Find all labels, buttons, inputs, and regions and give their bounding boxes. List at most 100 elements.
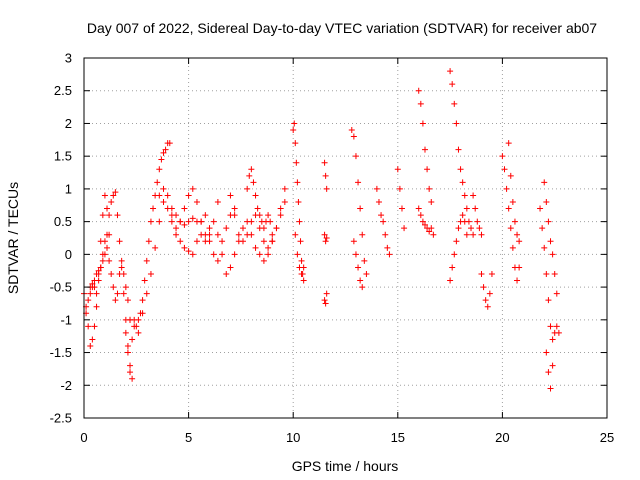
data-point <box>252 244 259 251</box>
data-point <box>537 205 544 212</box>
data-point <box>265 251 272 258</box>
data-point <box>254 205 261 212</box>
x-axis-label: GPS time / hours <box>292 458 399 474</box>
data-point <box>135 329 142 336</box>
plot-frame <box>83 57 608 419</box>
data-point <box>93 290 100 297</box>
series-arc-m <box>321 159 330 307</box>
data-point <box>380 218 387 225</box>
data-point <box>154 179 161 186</box>
data-point <box>484 303 491 310</box>
y-tick-label: 2.5 <box>54 83 72 98</box>
data-point <box>122 284 129 291</box>
data-point <box>541 244 548 251</box>
data-point <box>265 212 272 219</box>
data-point <box>459 179 466 186</box>
data-point <box>210 218 217 225</box>
data-point <box>227 264 234 271</box>
data-point <box>104 231 111 238</box>
series-arc-s <box>415 205 437 238</box>
data-point <box>507 172 514 179</box>
data-point <box>478 231 485 238</box>
data-point <box>101 192 108 199</box>
data-point <box>401 225 408 232</box>
data-point <box>210 251 217 258</box>
data-point <box>164 192 171 199</box>
data-point <box>173 225 180 232</box>
y-tick-label: -1.5 <box>50 345 72 360</box>
data-point <box>227 192 234 199</box>
data-point <box>322 172 329 179</box>
data-point <box>543 271 550 277</box>
y-axis-label: SDTVAR / TECUs <box>5 182 21 294</box>
data-point <box>516 238 523 245</box>
data-point <box>147 218 154 225</box>
data-point <box>428 199 435 205</box>
data-point <box>468 225 475 232</box>
data-point <box>239 225 246 232</box>
data-point <box>290 127 297 133</box>
series-arc-d <box>122 140 173 369</box>
data-point <box>547 238 554 245</box>
data-point <box>277 205 284 212</box>
data-point <box>470 231 477 238</box>
data-point <box>127 316 134 323</box>
data-point <box>503 185 510 192</box>
data-point <box>124 349 131 356</box>
data-point <box>461 192 468 199</box>
data-point <box>539 225 546 232</box>
data-point <box>256 212 263 219</box>
data-point <box>231 205 238 212</box>
data-point <box>359 231 366 238</box>
data-point <box>265 244 272 251</box>
data-point <box>322 300 329 307</box>
data-point <box>99 251 106 258</box>
series-arc-u <box>447 212 470 284</box>
data-point <box>181 221 188 228</box>
data-point <box>143 290 150 297</box>
data-point <box>545 297 552 304</box>
data-point <box>297 238 304 245</box>
data-point <box>110 192 117 199</box>
data-point <box>246 172 253 179</box>
data-point <box>350 133 357 140</box>
data-point <box>189 185 196 192</box>
series-arc-x <box>499 153 523 284</box>
series-arc-r <box>415 87 435 205</box>
data-point <box>298 257 305 264</box>
data-point <box>415 87 422 94</box>
series-arc-y <box>505 140 523 245</box>
y-tick-label: 2 <box>65 116 72 131</box>
data-point <box>476 225 483 232</box>
grid <box>84 58 607 418</box>
x-tick-label: 15 <box>391 430 405 445</box>
series-arc-q <box>394 166 408 232</box>
y-tick-label: -2.5 <box>50 411 72 426</box>
data-point <box>118 257 125 264</box>
data-point <box>357 205 364 212</box>
data-point <box>114 290 121 297</box>
data-point <box>421 146 428 153</box>
data-point <box>166 140 173 147</box>
data-point <box>277 212 284 219</box>
data-point <box>398 205 405 212</box>
x-tick-label: 10 <box>286 430 300 445</box>
data-point <box>474 218 481 225</box>
data-point <box>219 238 226 245</box>
data-point <box>447 68 454 75</box>
data-point <box>281 185 288 192</box>
data-point <box>269 231 276 238</box>
data-point <box>430 231 437 238</box>
data-point <box>463 231 470 238</box>
data-point <box>294 251 301 258</box>
data-point <box>219 251 226 258</box>
data-point <box>139 297 146 304</box>
data-point <box>106 212 113 219</box>
data-point <box>198 231 205 238</box>
data-point <box>193 218 200 225</box>
data-point <box>156 218 163 225</box>
data-point <box>461 218 468 225</box>
data-point <box>459 212 466 219</box>
data-point <box>394 166 401 173</box>
